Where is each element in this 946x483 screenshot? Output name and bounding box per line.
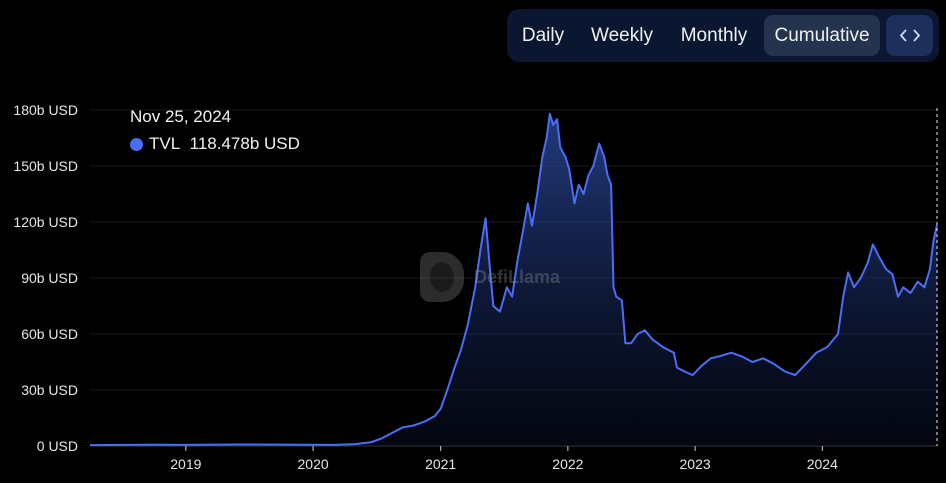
defillama-watermark: DefiLlama: [420, 252, 560, 302]
monthly-button[interactable]: Monthly: [680, 25, 748, 46]
code-brackets-icon: [900, 29, 920, 42]
tooltip-row: TVL 118.478b USD: [130, 134, 300, 154]
x-tick-label: 2022: [552, 456, 583, 472]
cumulative-button[interactable]: Cumulative: [764, 15, 880, 56]
x-tick-label: 2023: [680, 456, 711, 472]
embed-button[interactable]: [886, 15, 933, 56]
watermark-text: DefiLlama: [474, 266, 561, 287]
tvl-line: [89, 112, 938, 447]
weekly-button[interactable]: Weekly: [591, 25, 653, 46]
y-tick-label: 90b USD: [21, 270, 78, 286]
llama-logo-icon: [420, 252, 464, 302]
y-tick-label: 60b USD: [21, 326, 78, 342]
tooltip-series: TVL: [149, 134, 181, 153]
interval-toggle-bar: Daily Weekly Monthly Cumulative: [507, 9, 939, 62]
x-tick-label: 2020: [298, 456, 329, 472]
tooltip-value: 118.478b USD: [189, 134, 300, 153]
x-tick-label: 2024: [807, 456, 838, 472]
y-tick-label: 0 USD: [37, 438, 78, 454]
y-tick-label: 120b USD: [13, 214, 78, 230]
tooltip-date: Nov 25, 2024: [130, 107, 232, 126]
y-tick-label: 150b USD: [13, 158, 78, 174]
x-tick-label: 2019: [170, 456, 201, 472]
series-dot-icon: [130, 137, 143, 151]
daily-button[interactable]: Daily: [521, 25, 565, 46]
y-tick-label: 180b USD: [13, 102, 78, 118]
y-tick-label: 30b USD: [21, 382, 78, 398]
x-tick-label: 2021: [425, 456, 456, 472]
tvl-area: [90, 113, 937, 446]
